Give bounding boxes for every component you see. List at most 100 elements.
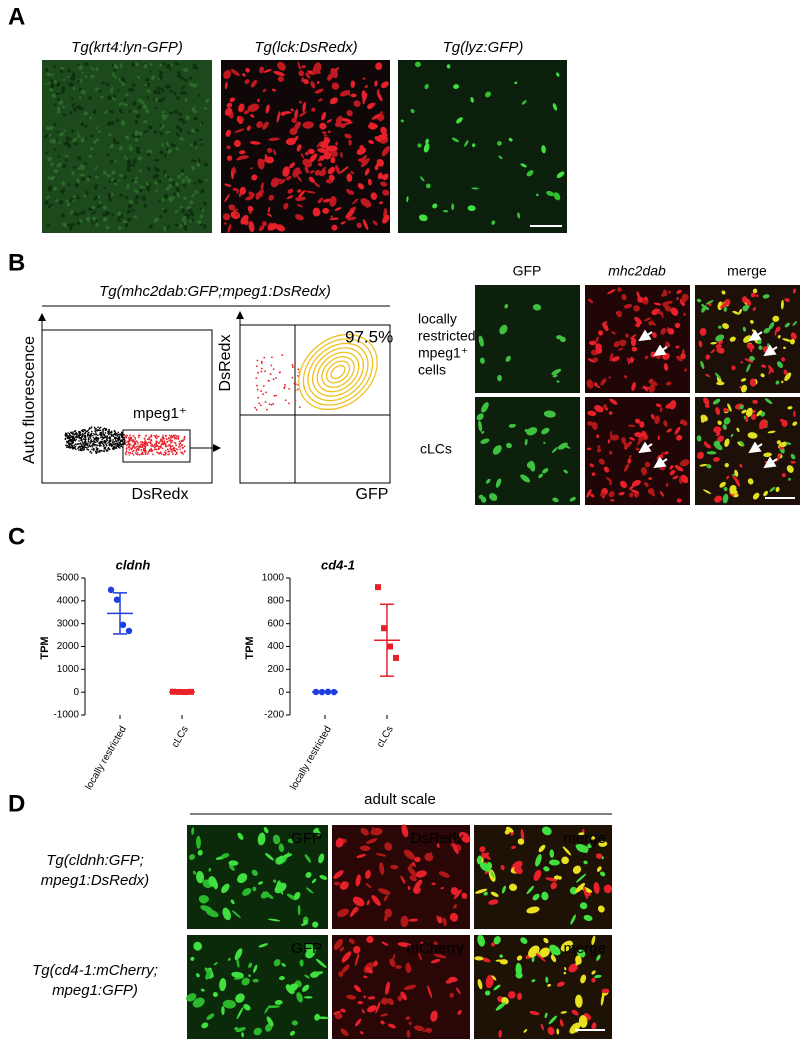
cell: [161, 110, 165, 114]
event: [171, 451, 174, 453]
event: [89, 435, 92, 438]
event: [125, 453, 127, 456]
cell: [745, 415, 749, 422]
event: [84, 444, 86, 447]
cell: [654, 415, 661, 425]
cell: [589, 836, 596, 840]
cell: [205, 970, 212, 980]
cell: [47, 156, 52, 161]
cell: [506, 442, 512, 449]
event: [142, 447, 145, 450]
cell: [200, 988, 205, 992]
event: [68, 433, 71, 436]
event: [99, 449, 101, 452]
cell: [285, 137, 296, 146]
arrowhead: [653, 456, 668, 469]
cell: [359, 845, 371, 851]
cell: [623, 375, 628, 379]
data-point: [188, 688, 194, 695]
cell: [541, 826, 552, 836]
cell: [630, 489, 639, 494]
event: [125, 444, 128, 447]
cell: [541, 145, 546, 154]
cell: [88, 154, 93, 159]
event: [272, 402, 275, 405]
cell: [76, 221, 81, 225]
cell: [48, 126, 54, 131]
cell: [253, 964, 258, 973]
event: [174, 449, 177, 452]
cell: [57, 110, 61, 114]
event: [95, 446, 98, 449]
cell: [213, 962, 218, 966]
cell: [628, 455, 632, 458]
cell: [249, 141, 261, 145]
cell: [738, 308, 742, 315]
event: [141, 452, 144, 455]
cell: [198, 158, 201, 163]
cell: [48, 133, 52, 137]
cell: [756, 410, 762, 417]
cell: [623, 303, 633, 309]
cell: [665, 381, 672, 386]
event: [72, 431, 74, 433]
event: [275, 377, 277, 379]
cell: [259, 66, 265, 74]
cell: [580, 974, 587, 984]
cell: [235, 157, 244, 161]
cell: [79, 219, 83, 223]
event: [116, 437, 119, 440]
cell: [56, 131, 60, 134]
event: [159, 452, 162, 454]
event: [144, 445, 146, 448]
cell: [56, 162, 62, 168]
cell: [524, 429, 529, 433]
event: [296, 388, 299, 391]
cell: [520, 829, 525, 842]
cell: [111, 96, 117, 101]
cell: [231, 971, 244, 978]
cell: [607, 289, 616, 295]
cell: [305, 871, 312, 878]
cell: [348, 938, 355, 944]
event: [105, 436, 108, 438]
cell: [202, 201, 208, 206]
event: [272, 378, 275, 381]
event: [70, 446, 73, 449]
cell: [781, 380, 784, 384]
cell: [346, 109, 353, 117]
event: [272, 368, 275, 371]
cell: [538, 844, 546, 853]
cell: [341, 122, 347, 129]
cell: [145, 185, 151, 192]
cell: [559, 1019, 564, 1027]
cell: [143, 120, 148, 124]
cell: [570, 914, 576, 925]
cell: [375, 1001, 381, 1014]
cell: [663, 363, 669, 371]
cell: [495, 1002, 506, 1011]
y-tick-label: 5000: [57, 573, 80, 584]
cell: [296, 144, 302, 152]
event: [81, 435, 83, 438]
cell: [508, 883, 518, 891]
event: [134, 452, 137, 454]
cell: [340, 221, 346, 225]
cell: [750, 319, 754, 324]
cell: [516, 955, 523, 961]
cell: [380, 1020, 385, 1025]
cell: [712, 398, 721, 405]
cell: [785, 442, 792, 445]
cell: [329, 196, 337, 207]
event: [128, 451, 131, 454]
cell: [185, 175, 189, 180]
cell: [294, 109, 299, 119]
cell: [138, 131, 143, 136]
cell: [747, 432, 758, 439]
cell: [779, 442, 787, 447]
cell: [344, 133, 352, 139]
event: [135, 449, 138, 452]
cell: [200, 188, 205, 194]
cell: [245, 195, 254, 201]
cell: [223, 213, 231, 221]
